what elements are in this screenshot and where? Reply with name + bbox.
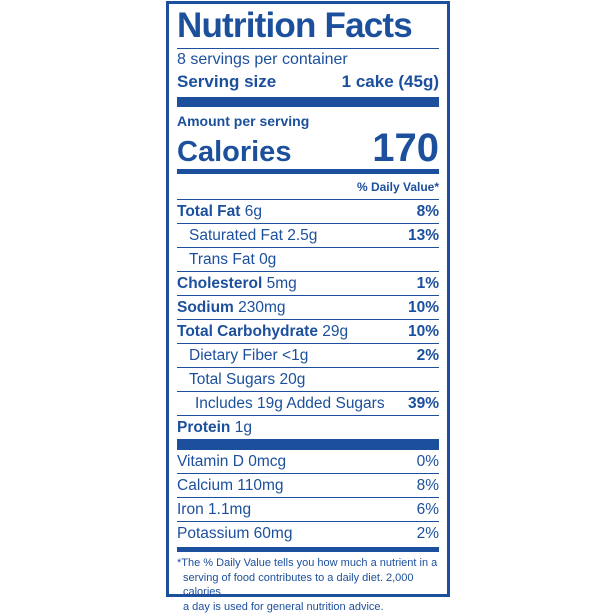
nutrient-name: Protein [177, 419, 230, 436]
nutrient-row: Total Sugars 20g [177, 368, 439, 392]
nutrient-name: Saturated Fat [189, 227, 283, 244]
nutrient-row: Total Carbohydrate 29g 10% [177, 320, 439, 344]
nutrient-dv: 10% [408, 320, 439, 343]
nutrient-amount: 230mg [238, 299, 285, 316]
rule [177, 439, 439, 450]
serving-size-label: Serving size [177, 71, 276, 93]
footnote: *The % Daily Value tells you how much a … [177, 556, 439, 614]
nutrient-amount: 0g [259, 251, 276, 268]
vitamin-name: Calcium 110mg [177, 474, 284, 497]
rule [177, 97, 439, 107]
title: Nutrition Facts [177, 6, 439, 46]
vitamin-name: Potassium 60mg [177, 522, 292, 545]
nutrient-name: Cholesterol [177, 275, 262, 292]
amount-text: Amount per serving [177, 113, 309, 129]
nutrient-row: Trans Fat 0g [177, 248, 439, 272]
nutrient-row: Cholesterol 5mg 1% [177, 272, 439, 296]
rule [177, 547, 439, 552]
nutrient-name: Includes 19g Added Sugars [195, 392, 385, 415]
vitamin-dv: 8% [417, 474, 439, 497]
nutrient-row: Sodium 230mg 10% [177, 296, 439, 320]
nutrient-name: Total Fat [177, 203, 240, 220]
nutrient-amount: 2.5g [287, 227, 317, 244]
daily-value-header: % Daily Value* [177, 177, 439, 200]
nutrient-amount: 5mg [267, 275, 297, 292]
footnote-line: serving of food contributes to a daily d… [177, 571, 439, 600]
servings-text: 8 servings per container [177, 49, 348, 71]
nutrient-row: Includes 19g Added Sugars 39% [177, 392, 439, 416]
footnote-line: *The % Daily Value tells you how much a … [177, 556, 439, 571]
nutrient-name: Total Carbohydrate [177, 323, 318, 340]
servings: 8 servings per container [177, 49, 439, 71]
nutrient-row: Total Fat 6g 8% [177, 200, 439, 224]
nutrient-dv: 10% [408, 296, 439, 319]
footnote-line: a day is used for general nutrition advi… [177, 600, 439, 614]
nutrient-amount: 1g [235, 419, 252, 436]
nutrient-dv: 39% [408, 392, 439, 415]
nutrient-dv: 1% [417, 272, 439, 295]
vitamin-dv: 0% [417, 450, 439, 473]
page: {"title":"Nutrition Facts", "servings":"… [0, 0, 600, 600]
vitamin-dv: 6% [417, 498, 439, 521]
nutrition-label: Nutrition Facts 8 servings per container… [166, 1, 450, 597]
nutrient-amount: 29g [322, 323, 348, 340]
serving-size-value: 1 cake (45g) [342, 71, 439, 93]
nutrient-dv: 2% [417, 344, 439, 367]
nutrient-dv: 13% [408, 224, 439, 247]
nutrient-amount: 20g [279, 371, 305, 388]
calories-value: 170 [372, 129, 439, 167]
vitamin-row: Iron 1.1mg 6% [177, 498, 439, 522]
nutrient-name: Dietary Fiber [189, 347, 278, 364]
vitamin-row: Vitamin D 0mcg 0% [177, 450, 439, 474]
nutrient-name: Total Sugars [189, 371, 275, 388]
vitamin-row: Calcium 110mg 8% [177, 474, 439, 498]
calories-label: Calories [177, 137, 291, 167]
vitamin-name: Iron 1.1mg [177, 498, 251, 521]
vitamin-dv: 2% [417, 522, 439, 545]
nutrient-name: Trans Fat [189, 251, 255, 268]
nutrient-row: Saturated Fat 2.5g 13% [177, 224, 439, 248]
vitamin-name: Vitamin D 0mcg [177, 450, 286, 473]
calories: Calories 170 [177, 129, 439, 167]
nutrient-amount: 6g [245, 203, 262, 220]
vitamin-row: Potassium 60mg 2% [177, 522, 439, 545]
nutrient-amount: <1g [282, 347, 308, 364]
nutrient-name: Sodium [177, 299, 234, 316]
serving-size: Serving size 1 cake (45g) [177, 71, 439, 93]
nutrient-row: Protein 1g [177, 416, 439, 439]
nutrient-row: Dietary Fiber <1g 2% [177, 344, 439, 368]
nutrient-dv: 8% [417, 200, 439, 223]
